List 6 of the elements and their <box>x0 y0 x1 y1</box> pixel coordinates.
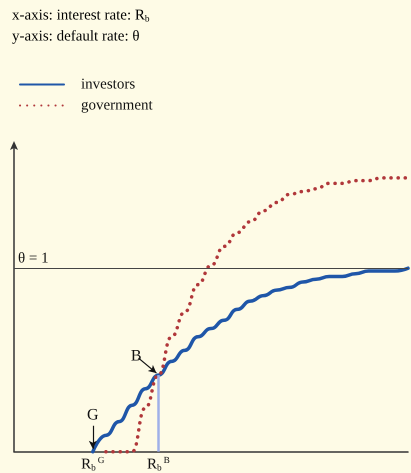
text: y-axis: default rate: θ <box>12 28 140 44</box>
legend-label: investors <box>81 76 136 92</box>
ref-line-label: θ = 1 <box>18 250 49 267</box>
annotation: G <box>87 406 100 424</box>
annotation: B <box>130 348 142 365</box>
legend-label: government <box>81 98 154 114</box>
